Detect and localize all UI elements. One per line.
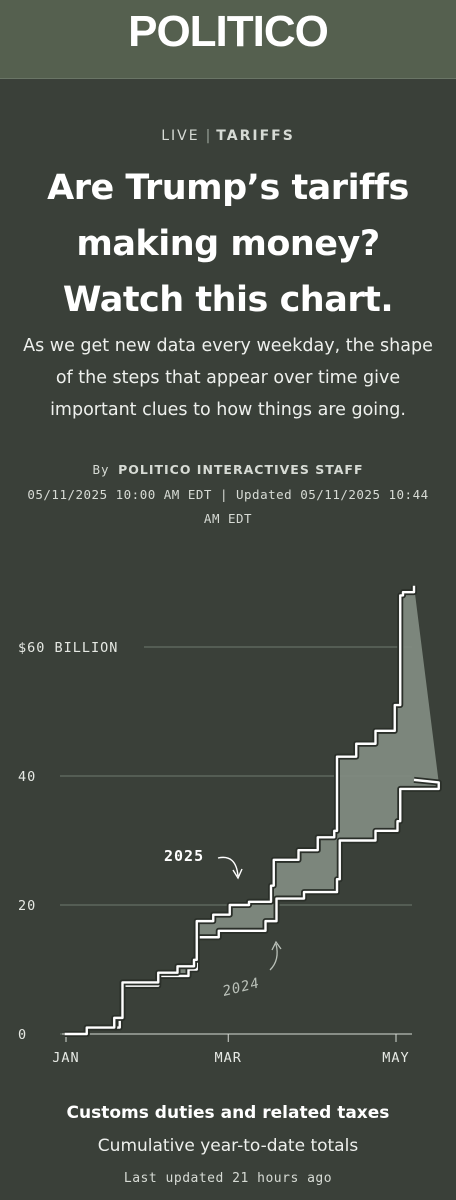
publish-dates: 05/11/2025 10:00 AM EDT | Updated 05/11/… [27,487,429,526]
article-dek: As we get new data every weekday, the sh… [23,336,433,420]
chart-title: Customs duties and related taxes [66,1103,390,1123]
y-tick-label: 0 [18,1027,27,1043]
kicker-separator: | [205,128,211,144]
last-updated: Last updated 21 hours ago [123,1171,333,1186]
arrow-2025 [217,856,239,877]
politico-logo[interactable]: POLITICO [128,7,329,56]
byline: By POLITICO INTERACTIVES STAFF [0,462,456,477]
gap-area [64,585,439,1034]
byline-author[interactable]: POLITICO INTERACTIVES STAFF [118,462,364,477]
x-tick-label: MAR [215,1050,242,1066]
y-tick-label: $60 BILLION [18,640,118,656]
x-tick-label: JAN [52,1050,79,1066]
live-label: LIVE [161,128,200,144]
arrow-2024 [269,943,278,971]
y-tick-label: 20 [18,898,36,914]
byline-prefix: By [92,462,110,477]
y-tick-label: 40 [18,769,36,785]
arrow-head-2024 [271,940,282,951]
tariffs-tag[interactable]: TARIFFS [216,128,295,144]
chart-subtitle: Cumulative year-to-date totals [97,1136,359,1156]
arrow-head-2025 [232,868,243,880]
customs-duties-chart: $60 BILLION 40 20 0 JAN MAR MAY 2025 2024 [18,585,442,1066]
series-2025-line [64,585,416,1036]
headline: Are Trump’s tariffs making money? Watch … [47,168,409,320]
label-2024: 2024 [221,975,261,1000]
site-header: POLITICO [0,0,456,79]
x-tick-label: MAY [382,1050,409,1066]
article-kicker: LIVE | TARIFFS [0,128,456,144]
label-2025: 2025 [164,847,204,865]
